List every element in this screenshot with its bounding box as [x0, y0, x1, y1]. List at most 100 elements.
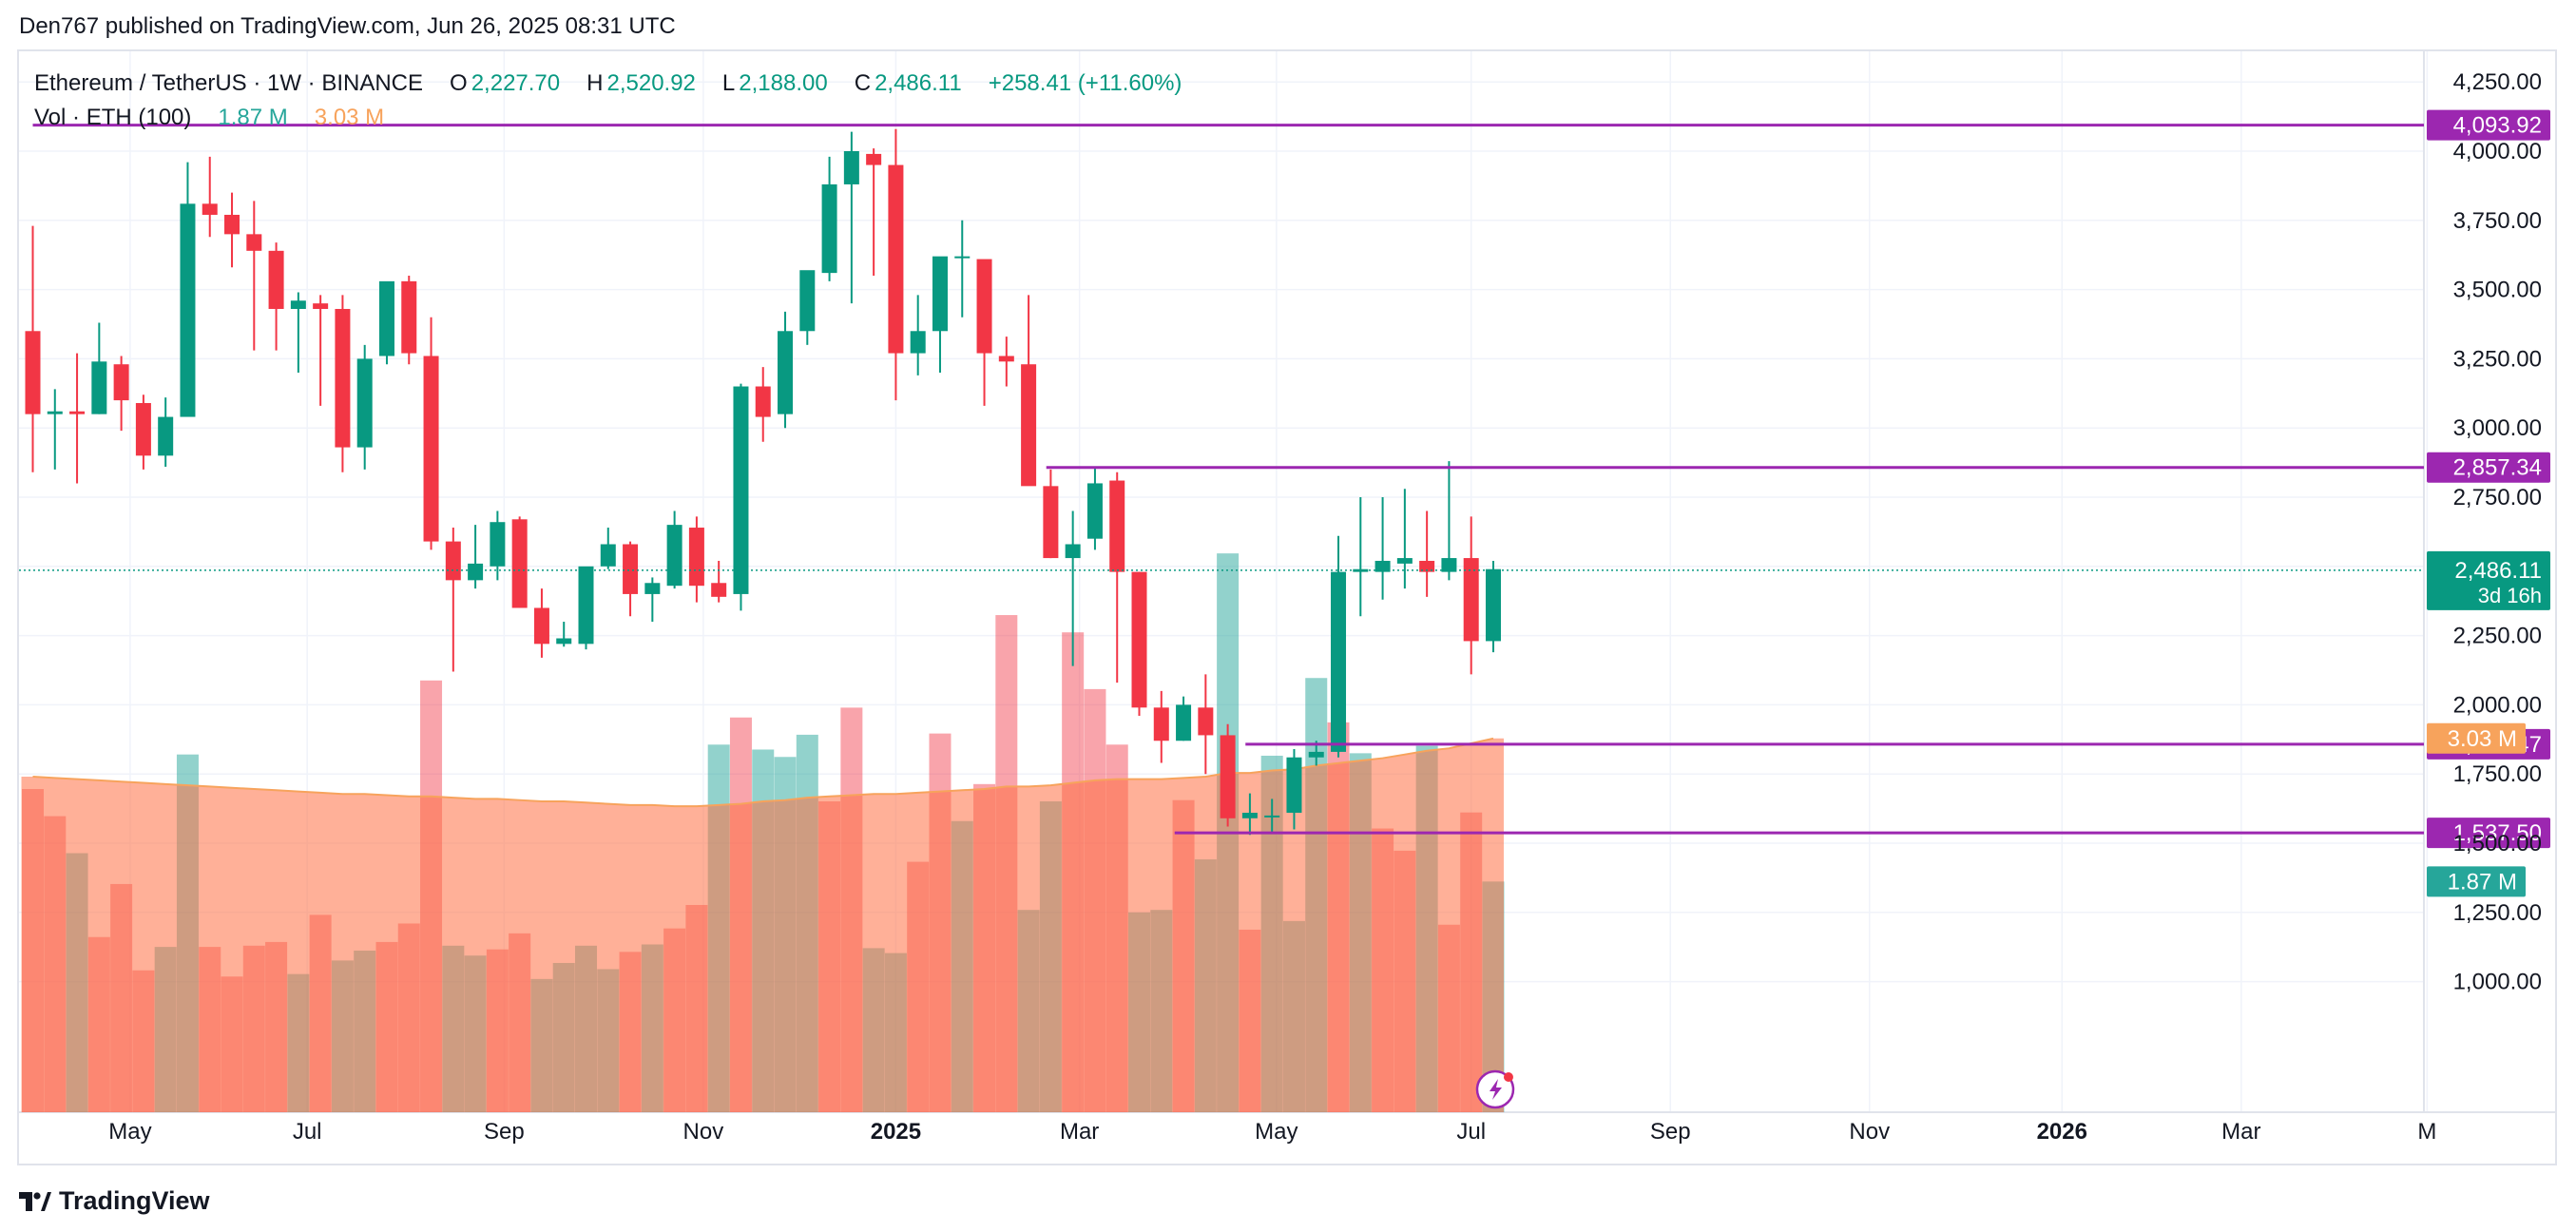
x-tick-label: Sep [1650, 1119, 1691, 1145]
y-tick-label: 4,250.00 [2453, 69, 2542, 95]
candle-body [1485, 568, 1501, 642]
candle-body [511, 519, 528, 608]
candle-body [556, 638, 572, 645]
candle-body [799, 270, 816, 332]
candle-body [910, 331, 926, 354]
y-tick-label: 2,750.00 [2453, 485, 2542, 510]
x-tick-label: May [108, 1119, 151, 1145]
bar-countdown: 3d 16h [2478, 584, 2542, 607]
candle-body [113, 364, 129, 401]
level-price-tag [2427, 818, 2550, 849]
level-price-tag [2427, 452, 2550, 483]
open-label: O [450, 70, 468, 96]
volume-ma-line [32, 737, 1494, 808]
tradingview-logo[interactable]: TradingView [19, 1186, 210, 1216]
change-value: +258.41 (+11.60%) [988, 70, 1182, 96]
y-tick-label: 3,000.00 [2453, 415, 2542, 441]
candle-body [755, 386, 771, 417]
candle-body [268, 250, 284, 309]
x-tick-label: Mar [2221, 1119, 2260, 1145]
y-tick-label: 1,000.00 [2453, 970, 2542, 995]
y-tick-label: 2,250.00 [2453, 624, 2542, 649]
y-tick-label: 3,250.00 [2453, 346, 2542, 372]
chart-legend: Ethereum / TetherUS · 1W · BINANCE O 2,22… [34, 67, 1185, 135]
close-value: 2,486.11 [875, 70, 962, 96]
volume-ma-area [21, 738, 1504, 1112]
y-tick-label: 1,500.00 [2453, 831, 2542, 857]
volume-value: 1.87 M [218, 105, 288, 130]
x-tick-label: Sep [484, 1119, 525, 1145]
candle-body [1264, 815, 1280, 818]
candle-body [578, 566, 594, 645]
candle-body [1109, 480, 1125, 572]
candle-body [666, 525, 682, 587]
chart-frame [17, 49, 2557, 1165]
x-tick-label: Nov [1849, 1119, 1890, 1145]
candle-body [1241, 812, 1258, 818]
candle-body [490, 522, 506, 567]
symbol-title[interactable]: Ethereum / TetherUS · 1W · BINANCE [34, 70, 424, 96]
last-price-label: 2,486.11 [2454, 558, 2542, 584]
x-tick-label: Nov [683, 1119, 724, 1145]
candle-body [1176, 704, 1192, 741]
volume-row: Vol · ETH (100) 1.87 M 3.03 M [34, 101, 1185, 135]
candle-body [468, 563, 484, 581]
candle-body [1286, 757, 1302, 813]
x-tick-label: 2025 [871, 1119, 921, 1145]
candle-body [224, 214, 240, 235]
candle-body [378, 280, 394, 356]
volume-tag-label: 1.87 M [2448, 869, 2517, 895]
candle-body [888, 164, 904, 354]
candle-body [932, 256, 948, 332]
candle-body [1153, 707, 1169, 741]
volume-ma-tag-label: 3.03 M [2448, 726, 2517, 752]
last-price-tag [2427, 550, 2550, 610]
level-price-tag [2427, 109, 2550, 141]
candle-body [1308, 751, 1324, 758]
candle-body [1043, 486, 1059, 559]
event-flash-icon[interactable] [1475, 1069, 1515, 1109]
y-tick-label: 3,500.00 [2453, 278, 2542, 303]
candle-body [954, 256, 971, 259]
candle-body [246, 234, 262, 251]
candle-body [533, 607, 549, 645]
volume-label[interactable]: Vol · ETH (100) [34, 105, 192, 130]
y-tick-label: 4,000.00 [2453, 139, 2542, 164]
candle-body [733, 386, 749, 594]
open-value: 2,227.70 [471, 70, 561, 96]
candle-body [135, 402, 151, 456]
candle-body [1463, 558, 1479, 642]
candle-body [445, 541, 461, 581]
x-tick-label: Jul [293, 1119, 322, 1145]
candle-body [335, 308, 351, 448]
y-tick-label: 2,000.00 [2453, 692, 2542, 718]
y-tick-label: 1,250.00 [2453, 900, 2542, 926]
candle-body [1198, 707, 1214, 736]
low-label: L [721, 70, 736, 96]
candle-body [158, 416, 174, 456]
candle-body [313, 303, 329, 309]
candle-body [688, 528, 704, 587]
candle-body [69, 411, 86, 414]
candle-body [1419, 560, 1435, 572]
candle-body [711, 583, 727, 597]
level-price-label: 1,537.50 [2453, 820, 2542, 846]
candle-body [1220, 735, 1236, 818]
tradingview-icon [19, 1191, 51, 1211]
candle-body [998, 356, 1014, 362]
candle-body [600, 544, 616, 567]
candle-body [821, 183, 837, 274]
candle-body [1396, 558, 1413, 564]
volume-ma-tag [2427, 722, 2526, 754]
candle-body [91, 361, 107, 414]
candle-body [1375, 560, 1391, 572]
candle-body [976, 259, 992, 354]
low-value: 2,188.00 [739, 70, 828, 96]
candle-body [644, 583, 661, 594]
candle-body [25, 331, 41, 414]
x-tick-label: May [1255, 1119, 1298, 1145]
high-label: H [586, 70, 604, 96]
ohlc-row: Ethereum / TetherUS · 1W · BINANCE O 2,22… [34, 67, 1185, 101]
candle-body [1441, 558, 1457, 572]
